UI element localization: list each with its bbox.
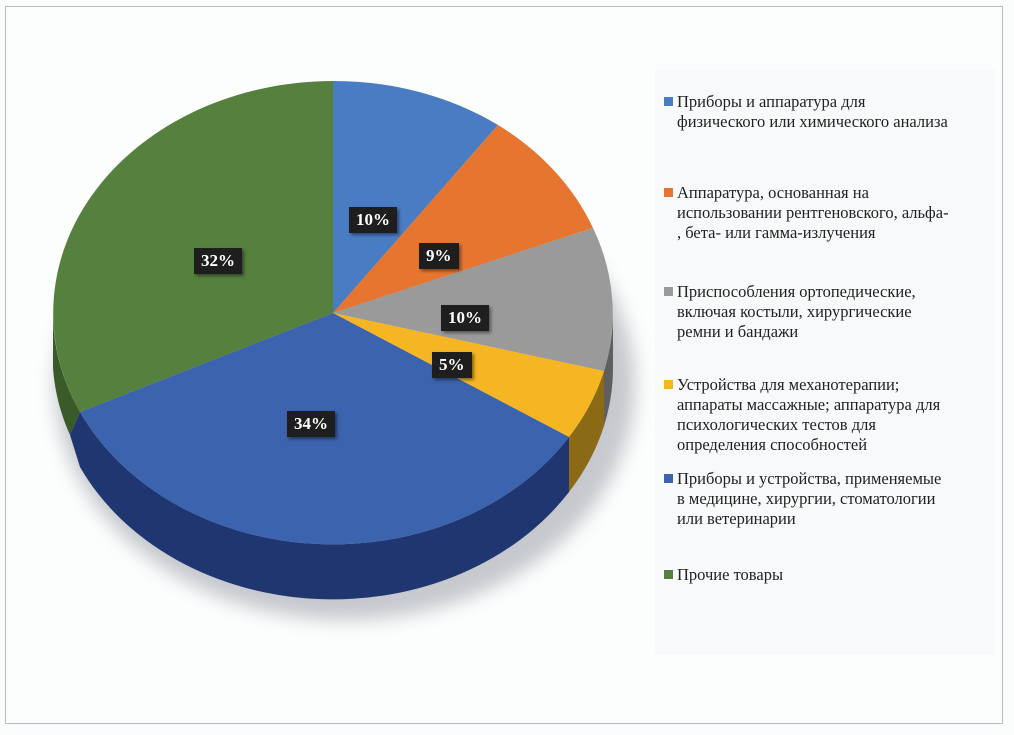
data-label-physical-analysis: 10% xyxy=(349,207,397,233)
data-label-radiation: 9% xyxy=(419,243,459,269)
slice-radiation[interactable] xyxy=(333,125,593,313)
legend-label: Прочие товары xyxy=(677,565,784,584)
legend-label: Устройства для механотерапии; аппараты м… xyxy=(677,375,941,454)
legend-swatch-icon xyxy=(664,380,673,389)
slice-side-orthopedic xyxy=(604,313,613,426)
legend-item-physical-analysis: Приборы и аппаратура для физического или… xyxy=(664,92,997,132)
data-label-mechanotherapy: 5% xyxy=(432,352,472,378)
legend-label: Приборы и аппаратура для физического или… xyxy=(677,92,948,131)
slice-other[interactable] xyxy=(53,81,334,412)
legend-item-other: Прочие товары xyxy=(664,565,997,585)
legend-panel xyxy=(655,70,995,655)
legend-item-medicine: Приборы и устройства, применяемые в меди… xyxy=(664,469,997,529)
legend-item-orthopedic: Приспособления ортопедические, включая к… xyxy=(664,282,997,342)
legend-swatch-icon xyxy=(664,287,673,296)
legend-item-mechanotherapy: Устройства для механотерапии; аппараты м… xyxy=(664,375,997,455)
legend-item-radiation: Аппаратура, основанная на использовании … xyxy=(664,183,997,243)
legend-swatch-icon xyxy=(664,97,673,106)
legend-swatch-icon xyxy=(664,570,673,579)
legend-swatch-icon xyxy=(664,474,673,483)
slice-orthopedic[interactable] xyxy=(333,228,613,371)
slice-side-mechanotherapy xyxy=(569,371,604,492)
slice-side-medicine xyxy=(70,412,569,600)
data-label-medicine: 34% xyxy=(287,411,335,437)
data-label-orthopedic: 10% xyxy=(441,305,489,331)
slice-physical-analysis[interactable] xyxy=(333,80,498,313)
slice-side-other xyxy=(53,313,80,435)
legend-label: Приспособления ортопедические, включая к… xyxy=(677,282,916,341)
legend-label: Приборы и устройства, применяемые в меди… xyxy=(677,469,942,528)
data-label-other: 32% xyxy=(194,248,242,274)
legend-label: Аппаратура, основанная на использовании … xyxy=(677,183,949,242)
legend-swatch-icon xyxy=(664,188,673,197)
